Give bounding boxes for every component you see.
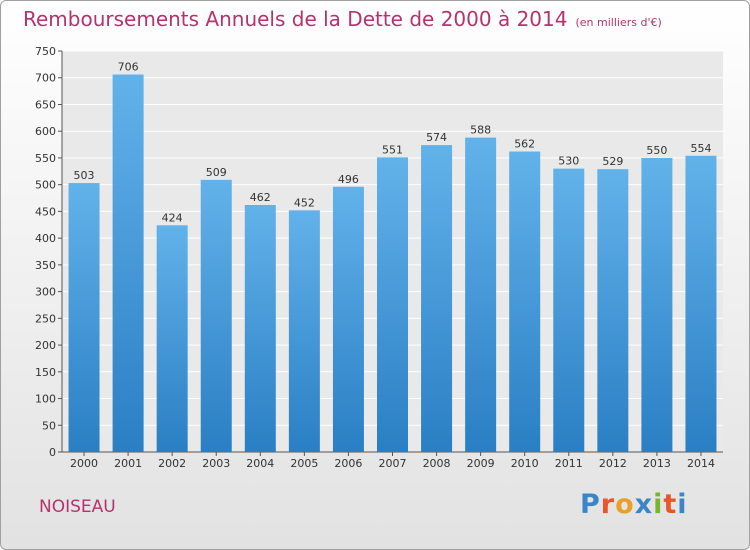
chart-unit: (en milliers d'€) bbox=[575, 16, 662, 29]
data-label-2011: 530 bbox=[558, 155, 579, 168]
data-label-2003: 509 bbox=[206, 166, 227, 179]
y-tick-label: 150 bbox=[35, 366, 56, 379]
bar-2000 bbox=[68, 183, 100, 452]
y-tick-label: 650 bbox=[35, 98, 56, 111]
x-tick-label-2013: 2013 bbox=[643, 457, 671, 470]
data-label-2009: 588 bbox=[470, 124, 491, 137]
bar-2009 bbox=[465, 137, 497, 452]
x-tick-label-2004: 2004 bbox=[246, 457, 274, 470]
data-label-2013: 550 bbox=[646, 144, 667, 157]
bar-chart: 0 50 100 150 200 250 300 350 400 450 500 550 600 650 7… bbox=[35, 45, 723, 470]
y-tick-label: 250 bbox=[35, 312, 56, 325]
data-label-2002: 424 bbox=[162, 211, 183, 224]
x-tick-label-2014: 2014 bbox=[687, 457, 715, 470]
bar-2002 bbox=[156, 225, 188, 452]
y-tick-label: 600 bbox=[35, 125, 56, 138]
x-tick-label-2012: 2012 bbox=[599, 457, 627, 470]
city-name: NOISEAU bbox=[39, 497, 116, 517]
chart-title-text: Remboursements Annuels de la Dette de 20… bbox=[23, 7, 568, 31]
bar-2006 bbox=[332, 186, 364, 452]
y-tick-label: 700 bbox=[35, 72, 56, 85]
x-tick-label-2006: 2006 bbox=[334, 457, 362, 470]
y-tick-label: 400 bbox=[35, 232, 56, 245]
bar-2005 bbox=[288, 210, 320, 452]
logo-letter: r bbox=[600, 489, 616, 520]
x-tick-label-2009: 2009 bbox=[467, 457, 495, 470]
x-tick-label-2000: 2000 bbox=[70, 457, 98, 470]
bar-2011 bbox=[553, 168, 585, 453]
data-label-2000: 503 bbox=[74, 169, 95, 182]
y-tick-label: 0 bbox=[49, 446, 56, 459]
x-tick-label-2007: 2007 bbox=[379, 457, 407, 470]
chart-title: Remboursements Annuels de la Dette de 20… bbox=[23, 7, 662, 31]
bar-2001 bbox=[112, 74, 144, 452]
data-label-2001: 706 bbox=[118, 61, 139, 74]
x-tick-label-2008: 2008 bbox=[423, 457, 451, 470]
y-tick-label: 550 bbox=[35, 152, 56, 165]
bar-2012 bbox=[597, 169, 629, 453]
x-tick-label-2003: 2003 bbox=[202, 457, 230, 470]
y-tick-label: 200 bbox=[35, 339, 56, 352]
x-tick-label-2010: 2010 bbox=[511, 457, 539, 470]
x-tick-label-2001: 2001 bbox=[114, 457, 142, 470]
y-tick-label: 100 bbox=[35, 393, 56, 406]
x-tick-label-2011: 2011 bbox=[555, 457, 583, 470]
proxiti-logo: Proxiti bbox=[580, 489, 688, 520]
bar-2007 bbox=[377, 157, 408, 452]
x-tick-label-2005: 2005 bbox=[290, 457, 318, 470]
y-tick-label: 450 bbox=[35, 205, 56, 218]
y-tick-label: 50 bbox=[42, 419, 56, 432]
logo-letter: t bbox=[663, 489, 678, 520]
bar-2004 bbox=[244, 204, 276, 452]
bar-2008 bbox=[421, 145, 453, 453]
x-tick-label-2002: 2002 bbox=[158, 457, 186, 470]
bar-2010 bbox=[509, 151, 541, 452]
logo-letter: i bbox=[653, 489, 664, 520]
logo-letter: i bbox=[677, 489, 688, 520]
data-label-2007: 551 bbox=[382, 143, 403, 156]
bar-2014 bbox=[685, 155, 717, 452]
bar-2013 bbox=[641, 157, 673, 452]
y-tick-label: 750 bbox=[35, 45, 56, 58]
data-label-2006: 496 bbox=[338, 173, 359, 186]
logo-letter: P bbox=[580, 489, 601, 520]
data-label-2012: 529 bbox=[602, 155, 623, 168]
y-tick-label: 300 bbox=[35, 286, 56, 299]
logo-letter: o bbox=[615, 489, 635, 520]
data-label-2005: 452 bbox=[294, 196, 315, 209]
data-label-2010: 562 bbox=[514, 138, 535, 151]
y-tick-label: 350 bbox=[35, 259, 56, 272]
bar-2003 bbox=[200, 179, 232, 452]
y-tick-label: 500 bbox=[35, 179, 56, 192]
data-label-2014: 554 bbox=[690, 142, 711, 155]
data-label-2004: 462 bbox=[250, 191, 271, 204]
data-label-2008: 574 bbox=[426, 131, 447, 144]
logo-letter: x bbox=[634, 489, 654, 520]
